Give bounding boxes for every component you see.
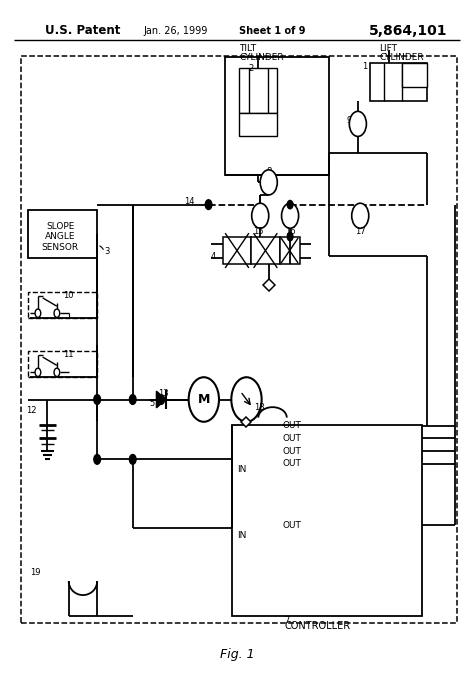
Text: 9: 9: [346, 116, 352, 125]
Circle shape: [158, 395, 164, 404]
Circle shape: [35, 368, 41, 377]
Circle shape: [287, 200, 293, 209]
Circle shape: [231, 377, 262, 422]
Text: OUT: OUT: [282, 447, 301, 455]
Text: 4: 4: [210, 252, 216, 260]
Text: 7: 7: [284, 617, 290, 625]
Circle shape: [54, 309, 60, 317]
Circle shape: [129, 395, 136, 404]
Bar: [402, 63, 427, 87]
Bar: [239, 113, 277, 136]
Text: CONTROLLER: CONTROLLER: [284, 622, 351, 631]
Text: 13: 13: [158, 389, 169, 397]
Text: 10: 10: [63, 292, 73, 300]
Text: OUT: OUT: [282, 434, 301, 443]
Text: LIFT: LIFT: [379, 45, 397, 53]
Circle shape: [252, 203, 269, 228]
Circle shape: [129, 454, 136, 464]
Circle shape: [287, 232, 293, 241]
Bar: [223, 237, 251, 264]
Polygon shape: [156, 391, 166, 408]
Bar: [28, 210, 97, 258]
Circle shape: [349, 111, 366, 136]
Text: OUT: OUT: [282, 521, 301, 530]
Bar: [28, 351, 97, 377]
Text: 18: 18: [255, 403, 265, 411]
Text: 19: 19: [30, 568, 40, 576]
Text: 12: 12: [26, 406, 36, 415]
Text: Jan. 26, 1999: Jan. 26, 1999: [143, 26, 208, 35]
Circle shape: [352, 203, 369, 228]
Circle shape: [189, 377, 219, 422]
Text: 1: 1: [362, 62, 368, 70]
Bar: [28, 292, 97, 318]
Text: OUT: OUT: [282, 422, 301, 430]
Bar: [239, 68, 277, 113]
Bar: [251, 237, 280, 264]
Text: Fig. 1: Fig. 1: [219, 648, 255, 661]
Bar: [280, 237, 300, 264]
Text: M: M: [198, 393, 210, 406]
Text: 3: 3: [104, 248, 109, 256]
Bar: [225, 57, 329, 175]
Text: IN: IN: [237, 466, 246, 474]
Text: OUT: OUT: [282, 459, 301, 468]
Circle shape: [35, 309, 41, 317]
Circle shape: [260, 170, 277, 195]
Circle shape: [54, 368, 60, 377]
Text: 16: 16: [285, 227, 295, 235]
Text: 11: 11: [63, 351, 73, 359]
Text: 6: 6: [251, 386, 256, 394]
Text: CYLINDER: CYLINDER: [379, 53, 424, 61]
Text: 15: 15: [253, 227, 264, 235]
Text: IN: IN: [237, 532, 246, 540]
Text: 17: 17: [355, 227, 365, 235]
Circle shape: [94, 395, 100, 404]
Text: SLOPE
ANGLE
SENSOR: SLOPE ANGLE SENSOR: [42, 222, 79, 251]
Text: CYLINDER: CYLINDER: [239, 53, 284, 61]
Bar: [21, 56, 457, 623]
Text: 14: 14: [184, 198, 194, 206]
Text: U.S. Patent: U.S. Patent: [45, 24, 120, 37]
Circle shape: [282, 203, 299, 228]
Text: 2: 2: [248, 64, 254, 72]
Text: 5,864,101: 5,864,101: [368, 24, 447, 38]
Bar: [232, 425, 422, 616]
Text: Sheet 1 of 9: Sheet 1 of 9: [239, 26, 306, 35]
Bar: [370, 63, 427, 101]
Circle shape: [205, 200, 212, 209]
Circle shape: [94, 454, 100, 464]
Text: TILT: TILT: [239, 45, 256, 53]
Text: 5: 5: [149, 400, 155, 408]
Text: 8: 8: [266, 168, 272, 176]
